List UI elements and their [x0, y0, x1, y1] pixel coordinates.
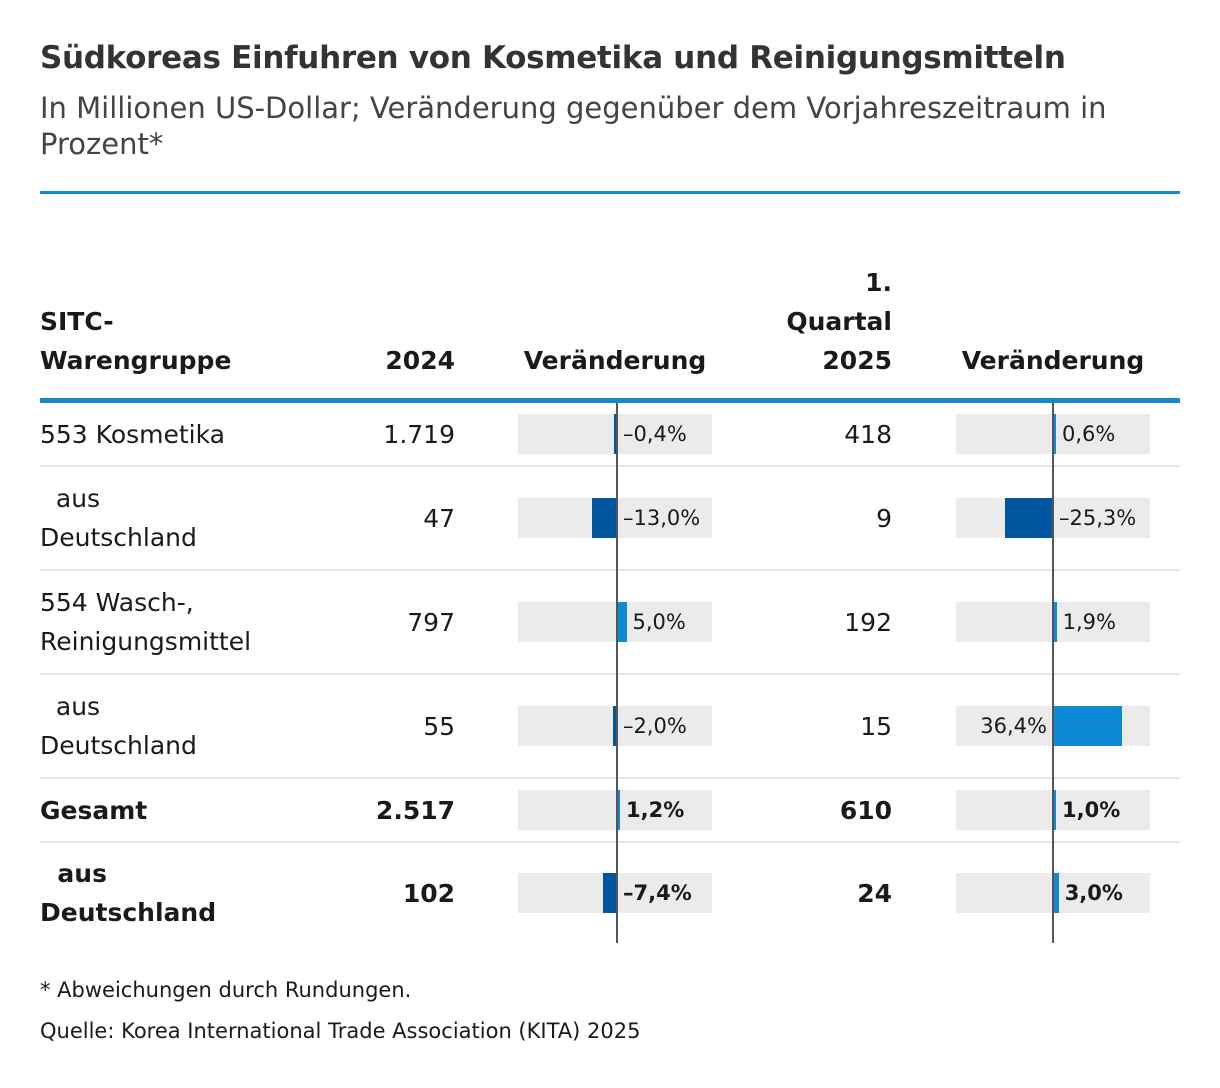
- change-2024-bar-track: –13,0%: [518, 498, 712, 538]
- change-quarter-label: 1,9%: [1062, 610, 1116, 634]
- row-label-line: aus: [40, 859, 107, 888]
- change-2024-label: –0,4%: [623, 422, 687, 446]
- change-quarter-bar: [1053, 602, 1057, 642]
- row-label-line: Gesamt: [40, 795, 148, 825]
- header-quarter-line1: 1.: [865, 268, 892, 297]
- change-quarter-bar: [1053, 873, 1059, 913]
- change-2024-label: 5,0%: [632, 610, 686, 634]
- row-label-line: 554 Wasch-,: [40, 588, 194, 617]
- value-quarter: 24: [857, 878, 892, 908]
- header-year: 2024: [385, 346, 455, 375]
- top-rule: [40, 191, 1180, 194]
- row-label-line: 553 Kosmetika: [40, 419, 225, 449]
- change-quarter-label: 1,0%: [1062, 798, 1121, 822]
- value-2024: 1.719: [383, 419, 455, 449]
- header-group-line1: SITC-: [40, 307, 114, 336]
- change-quarter-bar: [1053, 706, 1123, 746]
- change-2024-label: –2,0%: [623, 714, 687, 738]
- change-quarter-label: –25,3%: [1059, 506, 1137, 530]
- change-2024-bar: [617, 602, 627, 642]
- value-2024: 47: [423, 503, 455, 533]
- change-2024-bar-track: 5,0%: [518, 602, 712, 642]
- change-quarter-label: 3,0%: [1064, 881, 1123, 905]
- change-2024-zero-line: [616, 403, 618, 943]
- change-quarter-label: 36,4%: [980, 714, 1047, 738]
- row-label: 554 Wasch-, Reinigungsmittel: [40, 571, 305, 673]
- table-row: 554 Wasch-, Reinigungsmittel 797 192 5,0% 1,9…: [40, 571, 1180, 675]
- change-2024-bar-track: 1,2%: [518, 790, 712, 830]
- change-quarter-label: 0,6%: [1062, 422, 1116, 446]
- change-2024-bar-track: –0,4%: [518, 414, 712, 454]
- row-label: aus Deutschland: [40, 467, 305, 569]
- row-label: aus Deutschland: [40, 675, 305, 777]
- row-label-line: Deutschland: [40, 523, 197, 552]
- table-row: aus Deutschland 47 9 –13,0% –25,3%: [40, 467, 1180, 571]
- change-quarter-bar: [1004, 498, 1053, 538]
- row-label-line: aus: [40, 484, 101, 513]
- header-rule: [40, 398, 1180, 403]
- value-quarter: 418: [844, 419, 892, 449]
- value-2024: 55: [423, 711, 455, 741]
- change-2024-label: –7,4%: [623, 881, 692, 905]
- change-2024-label: –13,0%: [623, 506, 701, 530]
- change-2024-bar-track: –7,4%: [518, 873, 712, 913]
- value-quarter: 192: [844, 607, 892, 637]
- table-row: Gesamt 2.517 610 1,2% 1,0%: [40, 779, 1180, 843]
- value-quarter: 610: [839, 795, 892, 825]
- chart-subtitle: In Millionen US-Dollar; Veränderung gege…: [40, 91, 1107, 161]
- table-row: aus Deutschland 55 15 –2,0% 36,4%: [40, 675, 1180, 779]
- table-row: 553 Kosmetika 1.719 418 –0,4% 0,6%: [40, 403, 1180, 467]
- change-quarter-zero-line: [1052, 403, 1054, 943]
- chart-title: Südkoreas Einfuhren von Kosmetika und Re…: [40, 40, 1066, 76]
- header-change-2024: Veränderung: [523, 346, 707, 375]
- change-2024-bar-track: –2,0%: [518, 706, 712, 746]
- change-2024-label: 1,2%: [626, 798, 685, 822]
- change-quarter-bar: [1053, 414, 1056, 454]
- header-change-quarter: Veränderung: [961, 346, 1145, 375]
- value-2024: 102: [402, 878, 455, 908]
- data-table: 553 Kosmetika 1.719 418 –0,4% 0,6% aus Deutsc…: [40, 403, 1180, 943]
- row-label-line: aus: [40, 692, 101, 721]
- change-quarter-bar: [1053, 790, 1056, 830]
- row-label: Gesamt: [40, 779, 305, 841]
- header-group-line2: Warengruppe: [40, 346, 232, 375]
- row-label: 553 Kosmetika: [40, 403, 305, 465]
- value-quarter: 9: [876, 503, 892, 533]
- header-quarter-line2: Quartal: [786, 307, 892, 336]
- row-label: aus Deutschland: [40, 843, 305, 943]
- header-group: SITC- Warengruppe: [40, 302, 300, 380]
- footnote: * Abweichungen durch Rundungen.: [40, 978, 412, 1002]
- change-2024-bar: [614, 414, 617, 454]
- source-note: Quelle: Korea International Trade Associ…: [40, 1019, 641, 1043]
- row-label-line: Deutschland: [40, 898, 217, 927]
- change-2024-bar: [592, 498, 617, 538]
- value-2024: 2.517: [375, 795, 455, 825]
- header-quarter-line3: 2025: [822, 346, 892, 375]
- change-2024-bar: [602, 873, 617, 913]
- value-2024: 797: [407, 607, 455, 637]
- change-2024-bar: [613, 706, 617, 746]
- value-quarter: 15: [860, 711, 892, 741]
- change-2024-bar: [617, 790, 620, 830]
- table-header: SITC- Warengruppe 2024 Veränderung 1. Qu…: [40, 260, 1180, 398]
- row-label-line: Reinigungsmittel: [40, 627, 252, 656]
- table-row: aus Deutschland 102 24 –7,4% 3,0%: [40, 843, 1180, 943]
- row-label-line: Deutschland: [40, 731, 197, 760]
- header-quarter: 1. Quartal 2025: [740, 263, 892, 380]
